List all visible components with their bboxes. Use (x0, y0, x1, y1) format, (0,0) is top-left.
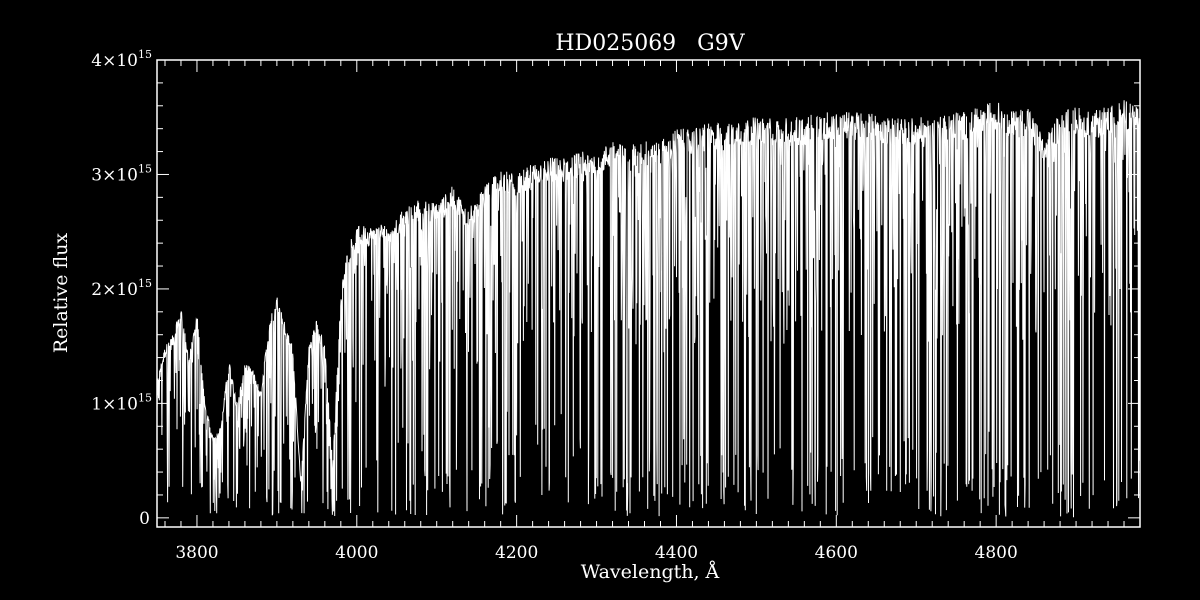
axis-tick-labels: 3800 4000 4200 4400 4600 4800 0 1×1015 2×1015 3×1… (91, 48, 1017, 563)
x-tick-label: 4600 (815, 543, 858, 563)
y-tick-label: 1×1015 (91, 391, 152, 414)
x-tick-label: 4400 (655, 543, 698, 563)
y-tick-label: 2×1015 (91, 277, 152, 300)
plot-frame (156, 59, 1141, 528)
plot-axes (156, 59, 1141, 528)
y-tick-label: 0 (139, 509, 150, 529)
x-tick-label: 4000 (335, 543, 378, 563)
y-tick-label: 4×1015 (91, 48, 152, 71)
x-tick-label: 4800 (975, 543, 1018, 563)
spectrum-series (156, 100, 1141, 518)
x-axis-label: Wavelength, Å (581, 561, 720, 583)
x-tick-label: 4200 (495, 543, 538, 563)
spectrum-line (156, 100, 1141, 518)
y-tick-label: 3×1015 (91, 162, 152, 185)
chart-title: HD025069 G9V (555, 31, 745, 56)
y-axis-label: Relative flux (50, 233, 72, 354)
axis-ticks (157, 59, 1141, 527)
x-tick-label: 3800 (175, 543, 218, 563)
